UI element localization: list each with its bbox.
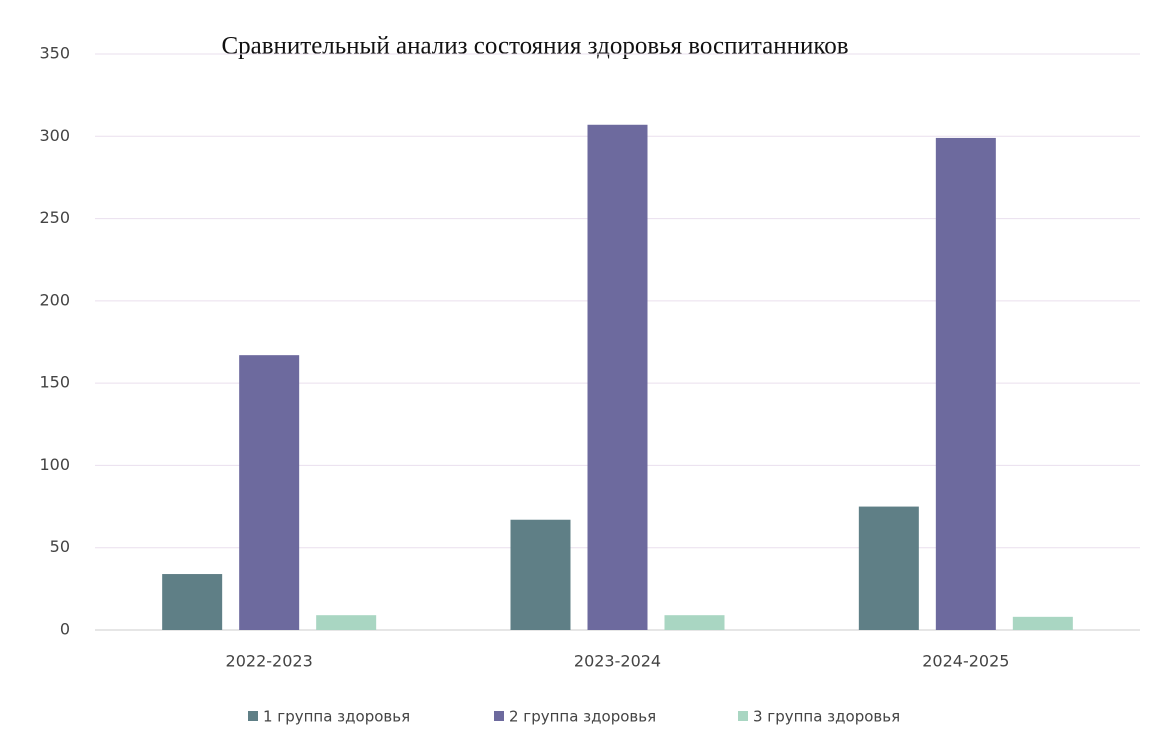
- bar: [1012, 616, 1073, 630]
- y-tick-label: 150: [39, 373, 70, 392]
- bar: [510, 519, 571, 630]
- x-tick-label: 2023-2024: [574, 652, 661, 671]
- bar: [935, 137, 996, 630]
- bar: [162, 574, 223, 630]
- bar: [316, 615, 377, 630]
- x-tick-label: 2024-2025: [922, 652, 1009, 671]
- bar: [239, 355, 300, 630]
- y-tick-label: 0: [60, 620, 70, 639]
- legend-swatch: [738, 711, 748, 721]
- x-tick-label: 2022-2023: [226, 652, 313, 671]
- y-tick-label: 350: [39, 44, 70, 63]
- y-tick-label: 50: [50, 537, 70, 556]
- y-tick-label: 200: [39, 290, 70, 309]
- chart-title: Сравнительный анализ состояния здоровья …: [221, 33, 848, 60]
- y-tick-label: 300: [39, 126, 70, 145]
- bar: [587, 124, 648, 630]
- legend-label: 3 группа здоровья: [753, 708, 900, 726]
- legend-label: 2 группа здоровья: [509, 708, 656, 726]
- legend-swatch: [248, 711, 258, 721]
- y-tick-label: 100: [39, 455, 70, 474]
- legend-swatch: [494, 711, 504, 721]
- bar: [858, 506, 919, 630]
- legend-label: 1 группа здоровья: [263, 708, 410, 726]
- bar: [664, 615, 725, 630]
- y-tick-label: 250: [39, 208, 70, 227]
